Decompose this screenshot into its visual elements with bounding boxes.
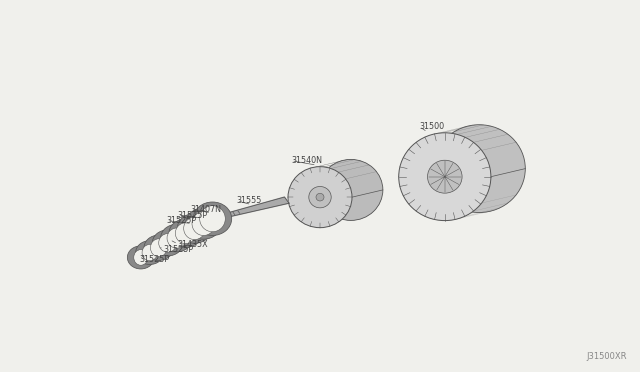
Ellipse shape xyxy=(184,217,205,240)
Ellipse shape xyxy=(200,206,225,232)
Text: 31525P: 31525P xyxy=(166,216,196,225)
Text: 31555: 31555 xyxy=(237,196,262,205)
Ellipse shape xyxy=(167,228,186,248)
Ellipse shape xyxy=(399,133,491,221)
Text: 31525P: 31525P xyxy=(178,211,208,219)
Ellipse shape xyxy=(144,235,173,260)
Ellipse shape xyxy=(288,167,352,228)
Text: 31407N: 31407N xyxy=(191,205,221,214)
Ellipse shape xyxy=(316,193,324,201)
Text: 31540N: 31540N xyxy=(291,156,322,165)
Polygon shape xyxy=(399,169,525,221)
Text: 31500: 31500 xyxy=(419,122,444,131)
Ellipse shape xyxy=(192,212,215,235)
Ellipse shape xyxy=(152,230,183,256)
Text: J31500XR: J31500XR xyxy=(587,352,627,361)
Polygon shape xyxy=(288,160,383,197)
Ellipse shape xyxy=(127,246,154,269)
Text: 31525P: 31525P xyxy=(140,255,170,264)
Ellipse shape xyxy=(193,202,232,235)
Polygon shape xyxy=(288,190,383,228)
Ellipse shape xyxy=(186,208,221,239)
Ellipse shape xyxy=(309,186,332,208)
Ellipse shape xyxy=(142,244,157,261)
Ellipse shape xyxy=(428,160,462,193)
Text: 31435X: 31435X xyxy=(178,240,209,248)
Ellipse shape xyxy=(169,219,202,247)
Ellipse shape xyxy=(433,125,525,212)
Ellipse shape xyxy=(161,224,193,252)
Polygon shape xyxy=(399,125,525,177)
Ellipse shape xyxy=(134,250,148,265)
Ellipse shape xyxy=(136,241,164,264)
Ellipse shape xyxy=(175,223,196,244)
Ellipse shape xyxy=(319,160,383,221)
Text: 31525P: 31525P xyxy=(163,246,193,254)
Ellipse shape xyxy=(159,234,177,252)
Ellipse shape xyxy=(150,239,167,257)
Ellipse shape xyxy=(177,214,212,243)
Polygon shape xyxy=(216,197,289,219)
